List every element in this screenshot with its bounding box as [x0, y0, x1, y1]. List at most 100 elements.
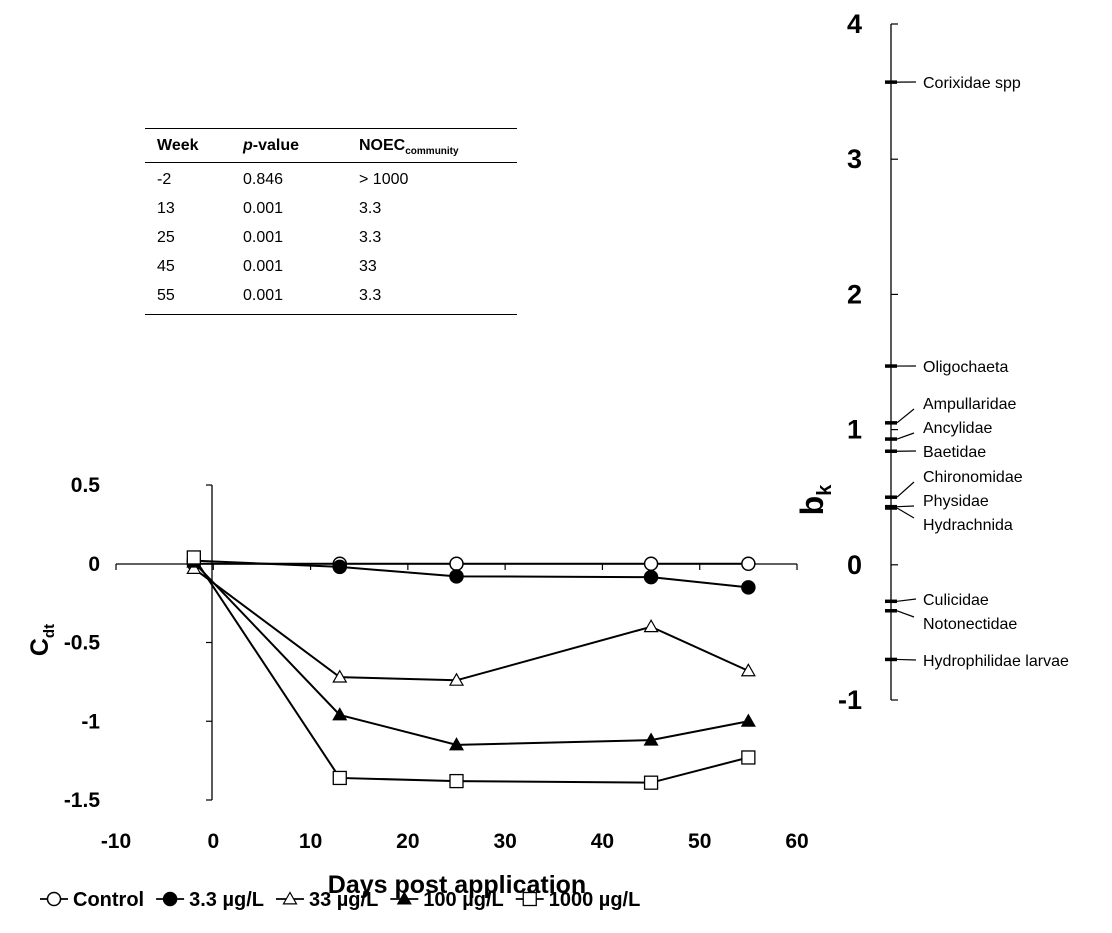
data-point	[448, 672, 465, 686]
series-100-g-l	[193, 561, 749, 746]
data-point	[740, 713, 756, 727]
series-markers	[186, 560, 756, 686]
cell-week: 25	[157, 229, 175, 246]
cell-week: 45	[157, 258, 175, 275]
data-point	[740, 663, 756, 677]
bk-axis-title-sub: k	[814, 484, 836, 496]
bk-tick-label: 0	[847, 550, 862, 580]
cell-week: 55	[157, 287, 175, 304]
header-noec-main: NOEC	[359, 137, 406, 154]
table-header: Week p-value NOECcommunity	[145, 129, 517, 162]
data-point	[643, 619, 659, 633]
taxon-leader	[896, 432, 915, 440]
taxon-leader	[896, 408, 915, 424]
species-weight-chart: 4 3 2 1 0 -1 bk Corixidae spp Oligochaeta Ampulla…	[794, 9, 1069, 715]
x-tick-label: 60	[785, 830, 808, 853]
taxon-label: Hydrachnida	[923, 517, 1013, 534]
legend-marker	[282, 891, 298, 905]
cell-p-value: 0.001	[243, 287, 284, 304]
bk-tick-label: 4	[847, 9, 862, 39]
cell-noec: > 1000	[359, 171, 409, 188]
table-top-rule	[145, 128, 517, 129]
y-axis-title-main: C	[26, 638, 54, 656]
bk-tick-label: 1	[847, 415, 862, 445]
series-line	[193, 567, 749, 682]
table-row: 25 0.001 3.3	[145, 223, 517, 252]
y-tick-label: 0.5	[71, 474, 101, 497]
series-markers	[186, 550, 756, 790]
table-row: 45 0.001 33	[145, 252, 517, 281]
cell-noec: 3.3	[359, 287, 382, 304]
x-tick-label: 50	[688, 830, 711, 853]
bk-tick-label: 2	[847, 279, 862, 309]
taxon-leader	[896, 610, 915, 618]
data-point	[741, 556, 756, 571]
taxon-label: Corixidae spp	[923, 75, 1021, 92]
data-point	[332, 559, 348, 575]
legend-marker	[396, 891, 412, 905]
legend-label: 33 µg/L	[309, 889, 378, 911]
legend-label: 3.3 µg/L	[189, 889, 264, 911]
y-axis-title-sub: dt	[41, 624, 58, 638]
x-tick-label: 10	[299, 830, 322, 853]
taxon-label: Oligochaeta	[923, 359, 1008, 376]
line-chart: -10 0 10 20 30 40 50 60 0.5 0 -0.5 -1 -1.5 Days post …	[26, 474, 809, 899]
taxon-label: Notonectidae	[923, 616, 1017, 633]
bk-axis-title: bk	[794, 484, 836, 516]
taxon-label: Culicidae	[923, 592, 989, 609]
x-tick-label: 0	[207, 830, 219, 853]
data-point	[741, 580, 756, 595]
y-tick-label: 0	[88, 553, 100, 576]
cell-noec: 3.3	[359, 200, 382, 217]
cell-noec: 3.3	[359, 229, 382, 246]
data-point	[186, 550, 201, 565]
taxon-label: Physidae	[923, 493, 989, 510]
bk-tick-label: 3	[847, 144, 862, 174]
bk-tick-label: -1	[838, 685, 862, 715]
header-p-rest: -value	[252, 137, 300, 154]
noec-table: Week p-value NOECcommunity -2 0.846 > 1000…	[145, 128, 517, 315]
table-row: -2 0.846 > 1000	[145, 165, 517, 194]
data-point	[643, 569, 659, 585]
data-point	[332, 669, 348, 683]
table-body: -2 0.846 > 1000 13 0.001 3.3 25 0.001 3.3 45 0.001…	[145, 163, 517, 314]
taxon-leader	[896, 598, 917, 602]
cell-p-value: 0.001	[243, 229, 284, 246]
legend-label: 100 µg/L	[423, 889, 503, 911]
taxon-leader	[896, 505, 915, 508]
cell-p-value: 0.001	[243, 200, 284, 217]
taxon-label: Baetidae	[923, 444, 986, 461]
taxon-leader	[896, 658, 917, 661]
table-row: 55 0.001 3.3	[145, 281, 517, 310]
taxon-label: Hydrophilidae larvae	[923, 653, 1069, 670]
header-noec-sub: community	[405, 146, 459, 158]
cell-week: 13	[157, 200, 175, 217]
y-tick-label: -0.5	[64, 632, 101, 655]
x-tick-label: 30	[493, 830, 516, 853]
x-tick-label: 20	[396, 830, 419, 853]
legend-marker	[162, 891, 178, 907]
cell-week: -2	[157, 171, 172, 188]
bk-axis-title-main: b	[794, 496, 830, 516]
table-row: 13 0.001 3.3	[145, 194, 517, 223]
data-point	[449, 773, 464, 789]
data-point	[643, 732, 659, 746]
data-point	[643, 775, 659, 790]
data-point	[449, 556, 464, 571]
header-p-italic: p	[243, 137, 253, 154]
header-p-value: p-value	[243, 129, 359, 162]
series-markers	[186, 553, 756, 595]
x-tick-label: 40	[591, 830, 614, 853]
legend-marker	[46, 891, 62, 907]
legend-label: 1000 µg/L	[549, 889, 641, 911]
header-week: Week	[157, 137, 199, 154]
x-axis-title: Days post application	[328, 871, 586, 899]
data-point	[332, 770, 347, 786]
data-point	[186, 560, 202, 574]
legend-label: Control	[73, 889, 144, 911]
taxon-leader	[896, 481, 915, 498]
cell-p-value: 0.001	[243, 258, 284, 275]
data-point	[643, 556, 659, 571]
series-markers	[186, 554, 756, 751]
